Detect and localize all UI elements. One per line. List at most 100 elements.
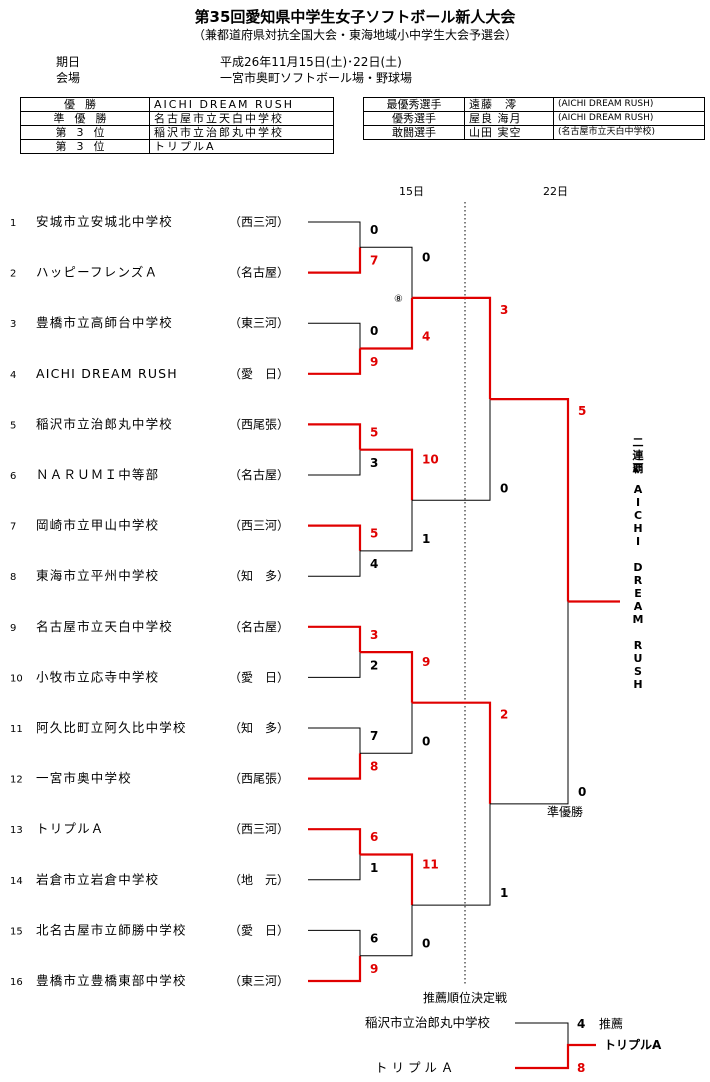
playoff-label-a: 推薦 [599,1017,623,1031]
team-region: （地 元） [229,873,289,887]
team-name: 北名古屋市立師勝中学校 [36,922,187,937]
r3-match-winner [412,296,492,400]
team-region: （知 多） [229,721,289,735]
r1-score: 0 [370,223,378,237]
final-score: 0 [578,785,586,799]
r2-match-winner [360,297,414,350]
r2-score: 10 [422,453,439,467]
r1-match-loser [308,449,361,476]
team-name: 豊橋市立豊橋東部中学校 [36,973,187,988]
r1-score: 8 [370,760,378,774]
r2-score: 1 [422,532,430,546]
r1-match-loser [308,652,361,678]
r3-score: 2 [500,708,508,722]
r1-match-winner [308,753,362,780]
r2-score: 0 [422,937,430,951]
r1-match-loser [308,929,361,956]
r1-score: 2 [370,658,378,672]
team-region: （西三河） [229,215,289,229]
r2-match-loser [360,500,413,552]
award-row: 最優秀選手 遠藤 澪 (AICHI DREAM RUSH) [363,97,705,112]
team-region: （愛 日） [229,923,289,937]
award-player: 山田 実空 [464,125,554,140]
r2-match-loser [360,702,413,754]
r1-score: 3 [370,628,378,642]
game-mark: ⑧ [394,294,403,305]
r1-match-winner [308,828,362,855]
day-label-15: 15日 [399,185,424,198]
team-name: 一宮市奥中学校 [36,771,132,786]
team-number: 2 [10,269,16,280]
award-row: 敢闘選手 山田 実空 (名古屋市立天白中学校) [363,125,705,140]
team-number: 15 [10,926,23,937]
r1-score: 6 [370,830,378,844]
team-number: 1 [10,218,16,229]
award-title: 優秀選手 [363,111,465,126]
team-number: 13 [10,825,23,836]
team-region: （東三河） [229,316,289,330]
r2-score: 11 [422,858,439,872]
final-score: 5 [578,404,586,418]
result-rank: 第3位 [20,139,150,154]
r3-match-loser [412,803,491,906]
venue-value: 一宮市奥町ソフトボール場・野球場 [220,71,413,85]
r1-match-winner [308,524,362,551]
r1-score: 5 [370,527,378,541]
team-region: （知 多） [229,569,289,583]
playoff-team-a: 稲沢市立治郎丸中学校 [365,1015,491,1030]
awards-table: 最優秀選手 遠藤 澪 (AICHI DREAM RUSH) 優秀選手 屋良 海月… [363,97,705,140]
team-region: （名古屋） [229,467,289,482]
period-label: 期日 [56,55,81,69]
playoff-winner-name: トリプルA [604,1037,662,1052]
r1-score: 9 [370,962,378,976]
award-player: 遠藤 澪 [464,97,554,112]
r1-match-loser [308,550,361,577]
team-name: ＮＡＲＵＭＩ中等部 [36,467,159,482]
r2-match-loser [360,905,413,957]
team-name: 岡崎市立甲山中学校 [36,518,159,533]
r1-score: 0 [370,324,378,338]
r2-score: 0 [422,250,430,264]
r1-match-winner [308,423,362,450]
team-number: 5 [10,420,16,431]
team-number: 12 [10,775,23,786]
team-name: 小牧市立応寺中学校 [36,669,159,684]
team-name: 阿久比町立阿久比中学校 [36,720,187,735]
team-name: 豊橋市立高師台中学校 [36,315,173,330]
r1-score: 3 [370,456,378,470]
r1-match-winner [308,348,362,375]
r3-match-winner [412,701,492,804]
r3-match-loser [412,399,491,501]
playoff-score-b: 8 [577,1061,585,1075]
page-title: 第35回愛知県中学生女子ソフトボール新人大会 [194,8,516,26]
r1-score: 4 [370,557,378,571]
team-name: 名古屋市立天白中学校 [36,619,173,634]
r3-score: 1 [500,886,508,900]
final-match-loser [490,601,569,805]
r1-match-loser [308,221,361,248]
r2-match-winner [360,651,414,703]
team-name: 稲沢市立治郎丸中学校 [36,416,173,431]
result-row: 準優勝 名古屋市立天白中学校 [20,111,334,126]
team-number: 10 [10,673,23,684]
r1-match-winner [308,247,362,274]
r2-score: 4 [422,330,430,344]
result-row: 優勝 AICHI DREAM RUSH [20,97,334,112]
award-title: 敢闘選手 [363,125,465,140]
playoff-winner [515,1043,596,1070]
playoff-loser [515,1022,569,1045]
champion-label: 二連覇 [632,436,644,475]
team-name: 東海市立平州中学校 [36,568,159,583]
playoff-score-a: 4 [577,1017,585,1031]
team-number: 14 [10,876,23,887]
playoff-team-b: ト リ プ ル Ａ [375,1060,453,1075]
venue-label: 会場 [56,71,81,85]
r1-match-loser [308,322,361,349]
result-rank: 優勝 [20,97,150,112]
r2-score: 0 [422,734,430,748]
team-region: （名古屋） [229,265,289,280]
team-number: 6 [10,471,16,482]
